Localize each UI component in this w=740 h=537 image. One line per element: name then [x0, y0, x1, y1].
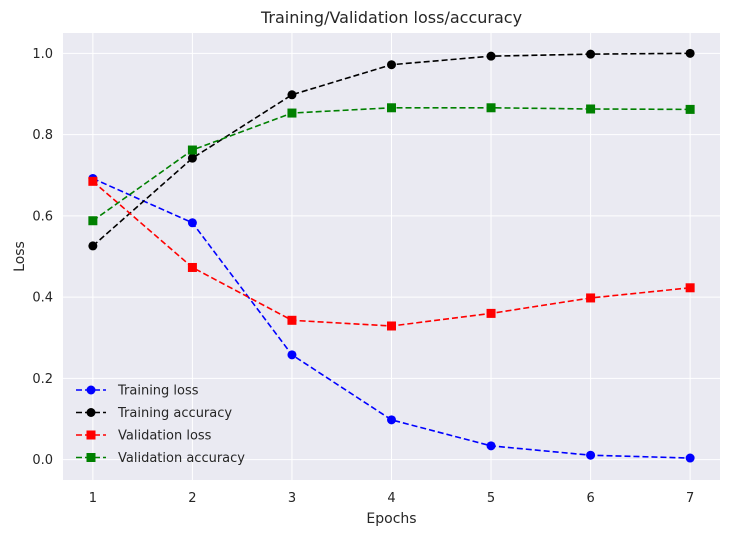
- training-accuracy-point: [187, 153, 197, 163]
- validation-loss-point: [387, 321, 396, 331]
- training-accuracy-point: [287, 90, 297, 100]
- legend-item-training-loss: Training loss: [76, 384, 199, 399]
- legend-label: Training accuracy: [117, 406, 232, 421]
- legend-marker: [86, 408, 96, 417]
- legend-marker: [86, 430, 96, 440]
- training-loss-point: [486, 441, 496, 451]
- series-validation-accuracy: [88, 103, 695, 226]
- x-tick-label: 4: [387, 491, 395, 506]
- training-loss-point: [187, 218, 197, 228]
- legend-item-training-accuracy: Training accuracy: [76, 406, 232, 421]
- legend-marker: [86, 453, 96, 462]
- y-tick-label: 0.0: [32, 453, 53, 468]
- chart-title: Training/Validation loss/accuracy: [260, 8, 522, 27]
- series-training-accuracy: [88, 48, 695, 251]
- y-tick-label: 1.0: [32, 47, 53, 62]
- training-accuracy-point: [88, 241, 98, 251]
- series-layer: [88, 48, 695, 463]
- training-loss-point: [387, 415, 396, 425]
- validation-loss-point: [586, 293, 596, 303]
- y-tick-label: 0.6: [32, 209, 53, 224]
- x-tick-label: 1: [89, 491, 97, 506]
- y-tick-label: 0.4: [32, 291, 53, 306]
- x-axis-label: Epochs: [366, 511, 416, 527]
- validation-accuracy-point: [88, 216, 98, 226]
- validation-accuracy-point: [685, 104, 695, 114]
- training-loss-point: [586, 450, 596, 460]
- training-accuracy-point: [486, 51, 496, 61]
- training-accuracy-point: [685, 48, 695, 58]
- legend-label: Training loss: [117, 384, 199, 399]
- legend-marker: [86, 385, 96, 395]
- legend-item-validation-accuracy: Validation accuracy: [76, 451, 245, 466]
- grid: [63, 33, 720, 480]
- x-tick-label: 7: [686, 491, 694, 506]
- legend-label: Validation accuracy: [118, 451, 245, 466]
- validation-loss-point: [287, 315, 297, 325]
- training-loss-point: [287, 350, 297, 360]
- training-loss-point: [685, 453, 695, 463]
- validation-accuracy-point: [287, 108, 297, 118]
- y-tick-label: 0.8: [32, 128, 53, 143]
- y-tick-label: 0.2: [32, 372, 53, 387]
- x-tick-label: 3: [288, 491, 296, 506]
- validation-loss-point: [88, 176, 98, 186]
- validation-loss-point: [685, 283, 695, 293]
- training-accuracy-point: [586, 49, 596, 59]
- x-tick-label: 6: [586, 491, 594, 506]
- validation-loss-point: [187, 262, 197, 272]
- x-tick-label: 2: [188, 491, 196, 506]
- legend-item-validation-loss: Validation loss: [76, 429, 212, 444]
- validation-accuracy-point: [387, 103, 396, 113]
- series-validation-loss: [88, 176, 695, 331]
- ticks: 1 2 3 4 5 6 7 0.0 0.2 0.4 0.6 0.8 1.0: [32, 47, 694, 506]
- validation-accuracy-point: [187, 145, 197, 155]
- legend-label: Validation loss: [118, 429, 212, 444]
- validation-accuracy-point: [586, 104, 596, 114]
- x-tick-label: 5: [487, 491, 495, 506]
- legend: Training loss Training accuracy Validation…: [76, 384, 245, 466]
- y-axis-label: Loss: [12, 241, 28, 272]
- validation-loss-point: [486, 308, 496, 318]
- validation-accuracy-point: [486, 103, 496, 113]
- training-accuracy-point: [387, 60, 396, 70]
